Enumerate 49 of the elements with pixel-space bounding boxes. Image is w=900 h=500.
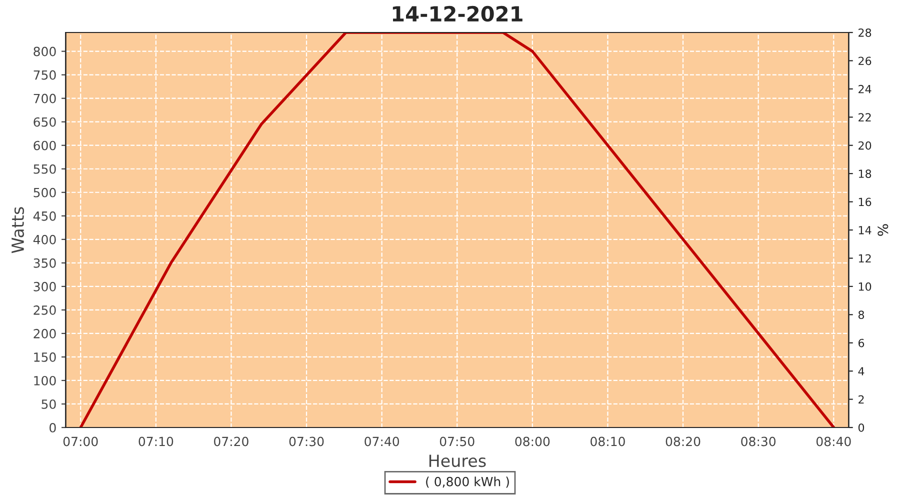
y2-tick-label: 12 — [858, 254, 871, 262]
x-tick-label: 08:10 — [590, 436, 625, 446]
y2-tick-label: 14 — [858, 226, 872, 234]
x-tick-label: 07:30 — [289, 436, 324, 446]
line-series — [79, 32, 836, 428]
x-tick-label: 08:40 — [816, 436, 851, 446]
y2-tick-label: 16 — [858, 198, 872, 206]
y-tick-label: 500 — [34, 188, 56, 198]
y-axis-title: Watts — [12, 207, 24, 254]
x-tick-label: 07:20 — [214, 436, 248, 446]
y-tick-label: 700 — [34, 94, 56, 104]
y2-tick-label: 10 — [858, 282, 872, 291]
x-tick-label: 07:50 — [440, 436, 474, 446]
y-tick-label: 0 — [50, 422, 56, 432]
y2-tick-label: 0 — [858, 423, 864, 432]
y2-tick-label: 22 — [858, 113, 871, 122]
y-tick-label: 750 — [34, 70, 56, 80]
y-tick-label: 600 — [34, 140, 56, 150]
y2-tick-label: 8 — [858, 310, 864, 320]
y-tick-label: 800 — [34, 46, 56, 56]
y-tick-label: 200 — [34, 328, 56, 338]
y2-tick-label: 20 — [858, 141, 872, 150]
x-tick-label: 07:40 — [364, 436, 400, 446]
y-tick-label: 50 — [42, 399, 56, 409]
y2-tick-label: 18 — [858, 170, 872, 178]
y2-tick-label: 6 — [858, 338, 864, 348]
y-tick-label: 100 — [34, 376, 56, 386]
x-tick-label: 08:30 — [741, 436, 776, 446]
x-tick-label: 08:20 — [666, 436, 700, 446]
x-axis-title: Heures — [429, 454, 486, 468]
y-tick-label: 150 — [34, 352, 56, 362]
y-tick-label: 350 — [34, 258, 56, 268]
x-tick-label: 07:10 — [138, 436, 174, 446]
y2-tick-label: 2 — [858, 395, 864, 404]
y-tick-label: 250 — [34, 305, 56, 315]
y2-axis-title: % — [878, 224, 888, 236]
y2-tick-label: 4 — [858, 367, 864, 376]
y2-tick-label: 26 — [858, 56, 872, 66]
legend-label: ( 0,800 kWh ) — [426, 476, 509, 488]
y-tick-label: 400 — [33, 234, 56, 244]
chart-title: 14-12-2021 — [392, 6, 522, 22]
y2-tick-label: 28 — [858, 28, 872, 37]
y-tick-label: 300 — [34, 282, 56, 292]
y-tick-label: 650 — [34, 117, 56, 127]
x-tick-label: 07:00 — [63, 436, 98, 446]
y-tick-label: 550 — [34, 164, 56, 174]
y2-tick-label: 24 — [858, 84, 872, 94]
y-tick-label: 450 — [33, 211, 56, 221]
x-tick-label: 08:00 — [515, 436, 550, 446]
